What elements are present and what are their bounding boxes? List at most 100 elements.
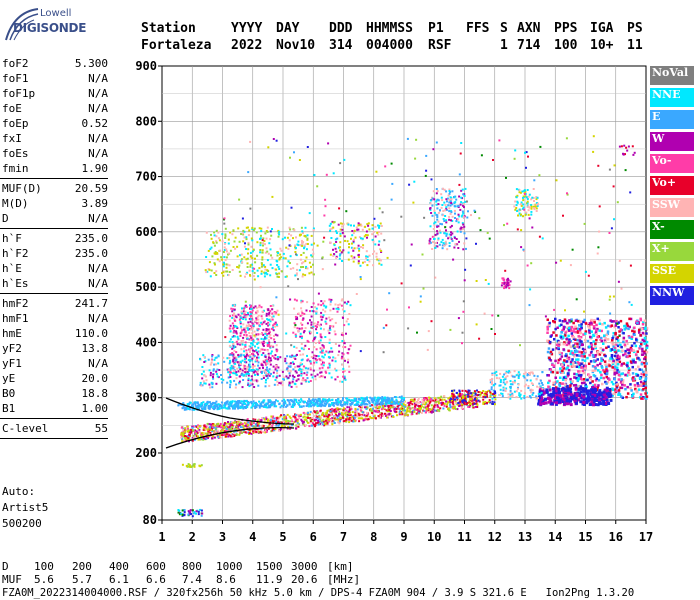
echo-point	[443, 398, 446, 401]
echo-point	[229, 371, 232, 374]
echo-point	[414, 404, 417, 407]
echo-point	[291, 400, 294, 403]
echo-point	[280, 380, 283, 383]
echo-point	[314, 378, 317, 381]
echo-point	[620, 364, 623, 367]
echo-point	[311, 417, 314, 419]
echo-point	[306, 322, 309, 325]
echo-point	[212, 377, 215, 380]
echo-point	[309, 366, 312, 369]
echo-point	[643, 380, 646, 383]
echo-point	[236, 255, 239, 258]
echo-point	[551, 393, 555, 397]
param-row: yF1 N/A	[2, 357, 108, 370]
echo-point	[263, 370, 266, 373]
echo-point	[344, 378, 347, 381]
echo-point	[279, 356, 282, 359]
echo-point	[560, 336, 563, 339]
echo-point	[265, 368, 268, 371]
echo-point	[217, 376, 220, 379]
echo-point	[343, 375, 346, 378]
echo-point	[262, 377, 265, 379]
echo-point	[400, 397, 403, 400]
echo-point	[228, 264, 231, 267]
echo-point	[191, 404, 194, 407]
echo-point	[417, 399, 420, 402]
echo-point	[438, 410, 441, 413]
echo-point	[583, 348, 587, 352]
echo-point	[321, 414, 324, 417]
echo-point	[193, 408, 196, 411]
echo-point	[491, 393, 494, 396]
echo-point	[281, 417, 284, 420]
echo-point	[574, 338, 577, 341]
echo-point	[239, 360, 242, 363]
echo-point	[340, 417, 343, 420]
echo-point	[201, 432, 204, 434]
echo-point	[437, 402, 440, 405]
echo-point	[348, 412, 351, 415]
echo-point	[256, 369, 259, 372]
echo-point	[338, 410, 341, 413]
echo-point	[298, 234, 301, 237]
echo-point	[177, 404, 180, 407]
echo-point	[267, 360, 270, 363]
echo-point	[479, 393, 482, 396]
echo-point	[312, 363, 315, 366]
echo-point	[410, 398, 413, 401]
echo-point	[578, 331, 582, 335]
echo-point	[223, 261, 225, 264]
echo-point	[239, 274, 242, 277]
echo-point	[285, 375, 288, 378]
echo-point	[203, 356, 206, 358]
echo-point	[326, 411, 328, 414]
echo-point	[299, 332, 302, 335]
echo-point	[586, 393, 590, 396]
echo-point	[626, 355, 629, 359]
echo-point	[243, 328, 245, 331]
echo-point	[235, 433, 238, 436]
echo-point	[536, 385, 539, 388]
echo-point	[270, 372, 272, 375]
echo-point	[602, 369, 605, 372]
echo-point	[549, 340, 552, 344]
echo-point	[325, 371, 328, 374]
echo-point	[297, 330, 300, 333]
echo-point	[217, 354, 220, 357]
echo-point	[262, 340, 265, 343]
echo-point	[227, 242, 230, 245]
echo-point	[641, 338, 644, 342]
echo-point	[386, 404, 389, 407]
echo-point	[248, 338, 251, 341]
echo-point	[278, 268, 281, 270]
echo-point	[212, 434, 215, 437]
echo-point	[624, 387, 627, 391]
echo-point	[405, 405, 407, 408]
echo-point	[302, 416, 305, 419]
echo-point	[232, 343, 235, 345]
echo-point	[326, 409, 329, 412]
echo-point	[203, 425, 206, 428]
echo-point	[394, 402, 397, 404]
echo-point	[360, 409, 363, 412]
echo-point	[256, 404, 259, 407]
echo-point	[612, 342, 615, 346]
echo-point	[327, 418, 330, 421]
echo-point	[310, 356, 313, 358]
echo-point	[268, 345, 271, 348]
echo-point	[498, 394, 501, 396]
echo-point	[378, 416, 381, 419]
echo-point	[331, 401, 333, 404]
echo-point	[380, 397, 383, 400]
echo-point	[556, 326, 559, 329]
echo-point	[309, 405, 312, 408]
echo-point	[555, 334, 558, 337]
echo-point	[227, 371, 230, 374]
echo-point	[271, 355, 274, 357]
echo-point	[569, 399, 572, 403]
echo-point	[349, 304, 352, 307]
echo-point	[631, 372, 635, 375]
echo-point	[327, 351, 330, 354]
echo-point	[317, 303, 320, 306]
echo-point	[294, 417, 297, 420]
